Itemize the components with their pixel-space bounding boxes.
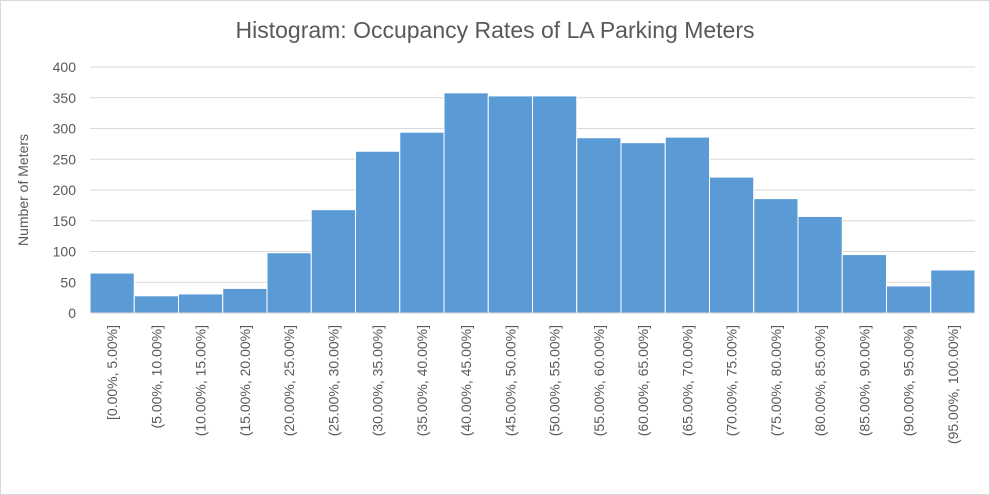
x-tick-label: (80.00%, 85.00%] [812, 325, 828, 436]
histogram-bar [178, 293, 224, 314]
y-tick-label: 50 [60, 274, 76, 290]
histogram-bar [709, 176, 755, 314]
histogram-bar [487, 95, 533, 314]
y-axis-title: Number of Meters [15, 134, 31, 246]
x-tick-label: (50.00%, 55.00%] [547, 325, 563, 436]
y-tick-label: 150 [53, 213, 77, 229]
histogram-bar [443, 92, 489, 314]
histogram-bar [222, 287, 268, 314]
x-tick-label: (25.00%, 30.00%] [325, 325, 341, 436]
x-tick-label: (45.00%, 50.00%] [502, 325, 518, 436]
histogram-bar [753, 198, 799, 314]
histogram-bar [886, 285, 932, 314]
y-tick-label: 300 [53, 121, 77, 137]
x-tick-label: [0.00%, 5.00%] [104, 325, 120, 420]
x-tick-label: (65.00%, 70.00%] [679, 325, 695, 436]
x-tick-label: (85.00%, 90.00%] [856, 325, 872, 436]
histogram-bar [532, 95, 578, 314]
histogram-bar [310, 209, 356, 314]
x-tick-label: (5.00%, 10.00%] [148, 325, 164, 429]
x-tick-label: (60.00%, 65.00%] [635, 325, 651, 436]
x-tick-label: (75.00%, 80.00%] [768, 325, 784, 436]
x-tick-label: (55.00%, 60.00%] [591, 325, 607, 436]
x-axis-ticks: [0.00%, 5.00%] (5.00%, 10.00%] (10.00%, 15… [104, 325, 961, 444]
histogram-bar [664, 136, 710, 314]
histogram-bar [399, 131, 445, 314]
x-tick-label: (95.00%, 100.00%] [945, 325, 961, 444]
x-tick-label: (10.00%, 15.00%] [193, 325, 209, 436]
x-tick-label: (15.00%, 20.00%] [237, 325, 253, 436]
x-tick-label: (40.00%, 45.00%] [458, 325, 474, 436]
histogram-bar [89, 272, 135, 314]
histogram-bar [133, 295, 179, 314]
y-tick-label: 350 [53, 90, 77, 106]
x-tick-label: (20.00%, 25.00%] [281, 325, 297, 436]
y-tick-label: 400 [53, 59, 77, 75]
histogram-bar [841, 254, 887, 314]
x-tick-label: (35.00%, 40.00%] [414, 325, 430, 436]
histogram-bar [576, 137, 622, 314]
y-tick-label: 200 [53, 182, 77, 198]
histogram-bar [797, 215, 843, 314]
x-tick-label: (90.00%, 95.00%] [901, 325, 917, 436]
x-tick-label: (30.00%, 35.00%] [370, 325, 386, 436]
x-tick-label: (70.00%, 75.00%] [724, 325, 740, 436]
histogram-bar [355, 150, 401, 314]
histogram-bar [620, 142, 666, 314]
histogram-bar [266, 252, 312, 314]
y-tick-label: 100 [53, 244, 77, 260]
histogram-bar [930, 269, 976, 314]
y-tick-label: 0 [68, 305, 76, 321]
chart-title: Histogram: Occupancy Rates of LA Parking… [236, 17, 755, 43]
y-axis-ticks: 0 50 100 150 200 250 300 350 400 [53, 59, 77, 321]
y-tick-label: 250 [53, 151, 77, 167]
bars [89, 92, 976, 314]
